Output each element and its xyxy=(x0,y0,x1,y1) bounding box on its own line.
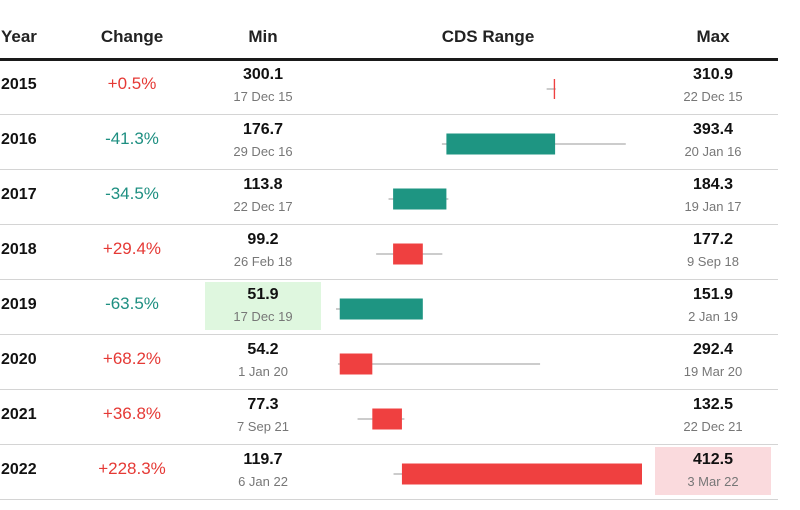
table-row: 2019 -63.5% 51.9 17 Dec 19 151.9 2 Jan 19 xyxy=(0,279,778,335)
max-cell: 393.4 20 Jan 16 xyxy=(655,117,771,165)
min-cell: 51.9 17 Dec 19 xyxy=(205,282,321,330)
max-value: 412.5 xyxy=(692,451,734,468)
min-cell: 300.1 17 Dec 15 xyxy=(205,62,321,110)
max-value: 151.9 xyxy=(692,286,734,303)
year-cell: 2018 xyxy=(1,241,37,258)
min-date: 7 Sep 21 xyxy=(236,419,290,434)
table-header: Year Change Min CDS Range Max xyxy=(0,0,778,61)
max-date: 19 Jan 17 xyxy=(684,199,742,214)
max-cell: 310.9 22 Dec 15 xyxy=(655,62,771,110)
max-cell: 184.3 19 Jan 17 xyxy=(655,172,771,220)
min-cell: 99.2 26 Feb 18 xyxy=(205,227,321,275)
cds-range-candle xyxy=(388,188,449,210)
range-body xyxy=(339,353,373,375)
min-value: 99.2 xyxy=(247,231,279,248)
max-value: 177.2 xyxy=(692,231,734,248)
year-cell: 2017 xyxy=(1,186,37,203)
min-value: 51.9 xyxy=(247,286,279,303)
max-date: 22 Dec 21 xyxy=(683,419,743,434)
year-column-header: Year xyxy=(1,27,37,46)
change-column-header: Change xyxy=(100,27,164,46)
min-date: 17 Dec 15 xyxy=(233,89,293,104)
min-value: 113.8 xyxy=(243,176,283,193)
min-value: 300.1 xyxy=(242,66,284,83)
max-value: 132.5 xyxy=(692,396,734,413)
change-cell: +228.3% xyxy=(98,459,166,478)
cds-range-candle xyxy=(441,133,626,155)
max-date: 22 Dec 15 xyxy=(683,89,743,104)
cds-range-candle xyxy=(393,463,642,485)
min-value: 54.2 xyxy=(247,341,279,358)
max-column-header: Max xyxy=(696,27,730,46)
cds-range-candle xyxy=(376,243,443,265)
min-cell: 176.7 29 Dec 16 xyxy=(205,117,321,165)
max-cell: 132.5 22 Dec 21 xyxy=(655,392,771,440)
min-date: 26 Feb 18 xyxy=(233,254,293,269)
year-cell: 2020 xyxy=(1,351,37,368)
change-cell: +36.8% xyxy=(102,404,162,423)
max-cell: 177.2 9 Sep 18 xyxy=(655,227,771,275)
min-cell: 119.7 6 Jan 22 xyxy=(205,447,321,495)
min-date: 29 Dec 16 xyxy=(233,144,293,159)
max-cell: 292.4 19 Mar 20 xyxy=(655,337,771,385)
change-cell: -34.5% xyxy=(105,184,159,203)
max-date: 9 Sep 18 xyxy=(686,254,740,269)
cds-range-column-header: CDS Range xyxy=(441,27,535,46)
min-cell: 77.3 7 Sep 21 xyxy=(205,392,321,440)
year-cell: 2021 xyxy=(1,406,37,423)
min-date: 17 Dec 19 xyxy=(233,309,293,324)
max-date: 2 Jan 19 xyxy=(688,309,738,324)
table-row: 2018 +29.4% 99.2 26 Feb 18 177.2 9 Sep 18 xyxy=(0,224,778,280)
max-date: 20 Jan 16 xyxy=(684,144,742,159)
table-row: 2022 +228.3% 119.7 6 Jan 22 412.5 3 Mar 22 xyxy=(0,444,778,500)
min-cell: 113.8 22 Dec 17 xyxy=(205,172,321,220)
table-row: 2021 +36.8% 77.3 7 Sep 21 132.5 22 Dec 21 xyxy=(0,389,778,445)
table-row: 2017 -34.5% 113.8 22 Dec 17 184.3 19 Jan 17 xyxy=(0,169,778,225)
min-date: 22 Dec 17 xyxy=(233,199,293,214)
range-body xyxy=(372,408,402,430)
min-cell: 54.2 1 Jan 20 xyxy=(205,337,321,385)
range-body xyxy=(553,79,556,99)
max-value: 184.3 xyxy=(692,176,734,193)
min-column-header: Min xyxy=(248,27,278,46)
cds-range-candle xyxy=(357,408,405,430)
max-value: 310.9 xyxy=(692,66,734,83)
table-row: 2015 +0.5% 300.1 17 Dec 15 310.9 22 Dec 15 xyxy=(0,59,778,115)
year-cell: 2015 xyxy=(1,76,37,93)
change-cell: -63.5% xyxy=(105,294,159,313)
change-cell: +29.4% xyxy=(102,239,162,258)
max-value: 292.4 xyxy=(692,341,734,358)
range-body xyxy=(339,298,423,320)
year-cell: 2022 xyxy=(1,461,37,478)
max-date: 3 Mar 22 xyxy=(687,474,739,489)
year-cell: 2016 xyxy=(1,131,37,148)
range-body xyxy=(393,243,423,265)
max-value: 393.4 xyxy=(692,121,734,138)
min-date: 1 Jan 20 xyxy=(238,364,288,379)
year-cell: 2019 xyxy=(1,296,37,313)
range-body xyxy=(446,133,556,155)
cds-range-candle xyxy=(546,79,556,99)
table-row: 2020 +68.2% 54.2 1 Jan 20 292.4 19 Mar 20 xyxy=(0,334,778,390)
max-date: 19 Mar 20 xyxy=(683,364,743,379)
change-cell: +68.2% xyxy=(102,349,162,368)
min-value: 119.7 xyxy=(243,451,283,468)
range-body xyxy=(401,463,642,485)
max-cell: 151.9 2 Jan 19 xyxy=(655,282,771,330)
min-date: 6 Jan 22 xyxy=(238,474,288,489)
cds-range-candle xyxy=(337,353,541,375)
min-value: 176.7 xyxy=(242,121,284,138)
table-row: 2016 -41.3% 176.7 29 Dec 16 393.4 20 Jan 16 xyxy=(0,114,778,170)
change-cell: -41.3% xyxy=(105,129,159,148)
min-value: 77.3 xyxy=(247,396,279,413)
change-cell: +0.5% xyxy=(107,74,157,93)
max-cell: 412.5 3 Mar 22 xyxy=(655,447,771,495)
range-body xyxy=(393,188,447,210)
cds-range-candle xyxy=(336,298,423,320)
